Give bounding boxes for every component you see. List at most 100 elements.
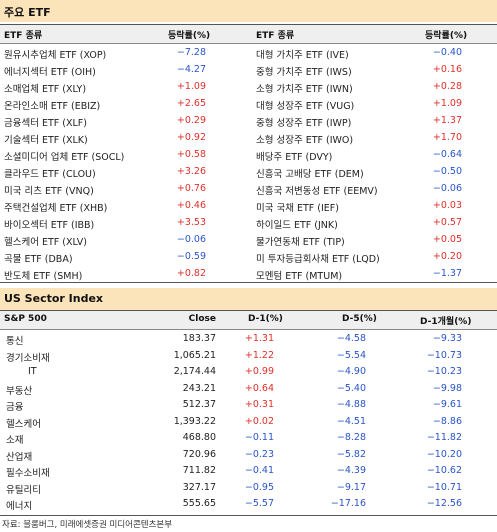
sector-name: 소재 xyxy=(6,435,24,446)
etf-change-right: +0.05 xyxy=(432,234,462,245)
etf-table-row: 주택건설업체 ETF (XHB) +0.46 미국 국채 ETF (IEF) +0.0… xyxy=(0,198,497,215)
sector-d5: −5.82 xyxy=(336,448,366,460)
etf-name-left: 미국 리츠 ETF (VNQ) xyxy=(4,186,94,197)
sector-close: 327.17 xyxy=(182,481,216,493)
etf-column-header: ETF 종류 등락률(%) ETF 종류 등락률(%) xyxy=(0,25,497,43)
etf-change-left: +0.46 xyxy=(176,200,206,211)
etf-change-left: +2.65 xyxy=(176,98,206,109)
etf-change-right: +0.57 xyxy=(432,217,462,228)
sector-d1: −0.41 xyxy=(244,465,274,476)
sector-d5: −4.88 xyxy=(336,399,366,410)
etf-name-right: 배당주 ETF (DVY) xyxy=(256,152,333,163)
etf-table-row: 금융섹터 ETF (XLF) +0.29 중형 성장주 ETF (IWP) +1.37 xyxy=(0,113,497,130)
etf-change-right: +1.37 xyxy=(432,115,462,126)
sector-1m: −11.82 xyxy=(426,432,462,443)
etf-name-right: 하이일드 ETF (JNK) xyxy=(256,220,338,231)
etf-change-left: −7.28 xyxy=(176,47,206,58)
sector-1m: −8.86 xyxy=(432,415,462,427)
divider xyxy=(0,515,497,516)
sector-close: 243.21 xyxy=(182,382,216,394)
sector-section-title: US Sector Index xyxy=(4,292,104,305)
sector-close: 2,174.44 xyxy=(173,366,216,377)
sector-d5: −5.54 xyxy=(336,349,366,361)
etf-name-right: 미 투자등급회사채 ETF (LQD) xyxy=(256,254,380,265)
divider xyxy=(0,282,497,283)
sector-name: 부동산 xyxy=(6,385,33,397)
etf-table-row: 에너지섹터 ETF (OIH) −4.27 중형 가치주 ETF (IWS) +0.1… xyxy=(0,62,497,79)
etf-change-right: +0.28 xyxy=(432,81,462,92)
etf-table-row: 미국 리츠 ETF (VNQ) +0.76 신흥국 저변동성 ETF (EEMV) −… xyxy=(0,181,497,198)
etf-change-right: −0.64 xyxy=(432,149,462,160)
sector-d1: −0.95 xyxy=(244,481,274,493)
divider xyxy=(0,24,497,25)
sector-1m: −9.33 xyxy=(432,333,462,344)
etf-change-left: +0.82 xyxy=(176,268,206,279)
sector-d5: −4.58 xyxy=(336,333,366,344)
etf-name-left: 바이오섹터 ETF (IBB) xyxy=(4,220,95,231)
sector-name: 금융 xyxy=(6,402,24,413)
etf-name-right: 중형 성장주 ETF (IWP) xyxy=(256,118,352,129)
etf-table-row: 헬스케어 ETF (XLV) −0.06 물가연동채 ETF (TIP) +0.05 xyxy=(0,232,497,249)
etf-name-right: 소형 성장주 ETF (IWO) xyxy=(256,135,354,146)
sector-table-row: 금융 512.37 +0.31 −4.88 −9.61 xyxy=(0,397,497,414)
sector-table-row: IT 2,174.44 +0.99 −4.90 −10.23 xyxy=(0,364,497,381)
etf-name-left: 클라우드 ETF (CLOU) xyxy=(4,169,96,180)
etf-name-left: 금융섹터 ETF (XLF) xyxy=(4,118,87,129)
etf-table-row: 소매업체 ETF (XLY) +1.09 소형 가치주 ETF (IWN) +0.28 xyxy=(0,79,497,96)
sector-close: 711.82 xyxy=(182,465,216,476)
sector-d1: +0.31 xyxy=(244,399,274,410)
sector-1m: −9.61 xyxy=(432,399,462,410)
sector-d1: −0.11 xyxy=(244,432,274,443)
sector-table-row: 헬스케어 1,393.22 +0.02 −4.51 −8.86 xyxy=(0,414,497,431)
col-change-left: 등락률(%) xyxy=(168,31,211,41)
etf-change-right: −1.37 xyxy=(432,268,462,279)
etf-name-right: 대형 성장주 ETF (VUG) xyxy=(256,101,355,112)
etf-name-right: 물가연동채 ETF (TIP) xyxy=(256,237,345,248)
etf-section-title: 주요 ETF xyxy=(4,6,51,19)
etf-change-right: −0.06 xyxy=(432,183,462,194)
etf-change-left: +0.76 xyxy=(176,183,206,194)
col-etf-type-right: ETF 종류 xyxy=(256,31,295,41)
sector-1m: −10.73 xyxy=(426,349,462,361)
sector-1m: −10.20 xyxy=(426,448,462,460)
sector-table-row: 에너지 555.65 −5.57 −17.16 −12.56 xyxy=(0,496,497,513)
sector-1m: −10.23 xyxy=(426,366,462,377)
etf-table-row: 기술섹터 ETF (XLK) +0.92 소형 성장주 ETF (IWO) +1.70 xyxy=(0,130,497,147)
sector-d1: −5.57 xyxy=(244,498,274,509)
etf-name-right: 신흥국 고배당 ETF (DEM) xyxy=(256,169,364,180)
col-change-right: 등락률(%) xyxy=(425,31,468,41)
col-1m: D-1개월(%) xyxy=(420,317,472,327)
etf-table-row: 온라인소매 ETF (EBIZ) +2.65 대형 성장주 ETF (VUG) +1.… xyxy=(0,96,497,113)
sector-close: 1,065.21 xyxy=(173,349,216,361)
sector-close: 1,393.22 xyxy=(173,415,216,427)
etf-name-right: 소형 가치주 ETF (IWN) xyxy=(256,84,353,95)
etf-change-left: +3.26 xyxy=(176,166,206,177)
divider xyxy=(0,43,497,44)
etf-change-left: +3.53 xyxy=(176,217,206,228)
sector-name: 필수소비재 xyxy=(6,468,50,479)
sector-d1: +0.02 xyxy=(244,415,274,427)
col-etf-type-left: ETF 종류 xyxy=(4,31,43,41)
sector-d5: −4.39 xyxy=(336,465,366,476)
sector-table-row: 부동산 243.21 +0.64 −5.40 −9.98 xyxy=(0,381,497,398)
sector-table-row: 필수소비재 711.82 −0.41 −4.39 −10.62 xyxy=(0,463,497,480)
etf-name-left: 에너지섹터 ETF (OIH) xyxy=(4,67,96,78)
col-close: Close xyxy=(188,314,216,324)
sector-section-header: US Sector Index xyxy=(0,288,497,310)
etf-name-left: 곡물 ETF (DBA) xyxy=(4,254,73,265)
etf-name-right: 미국 국채 ETF (IEF) xyxy=(256,203,339,214)
col-d5: D-5(%) xyxy=(342,314,377,324)
etf-change-left: −4.27 xyxy=(176,64,206,75)
sector-name: IT xyxy=(28,366,37,377)
etf-change-right: −0.50 xyxy=(432,166,462,177)
etf-name-left: 소매업체 ETF (XLY) xyxy=(4,84,87,95)
etf-name-left: 주택건설업체 ETF (XHB) xyxy=(4,203,108,214)
etf-table-row: 반도체 ETF (SMH) +0.82 모멘텀 ETF (MTUM) −1.37 xyxy=(0,266,497,283)
sector-name: 유틸리티 xyxy=(6,484,41,496)
sector-1m: −12.56 xyxy=(426,498,462,509)
etf-name-right: 대형 가치주 ETF (IVE) xyxy=(256,50,349,61)
sector-table-row: 산업재 720.96 −0.23 −5.82 −10.20 xyxy=(0,447,497,464)
etf-change-right: +0.20 xyxy=(432,251,462,262)
divider xyxy=(0,310,497,311)
etf-section-header: 주요 ETF xyxy=(0,0,497,22)
